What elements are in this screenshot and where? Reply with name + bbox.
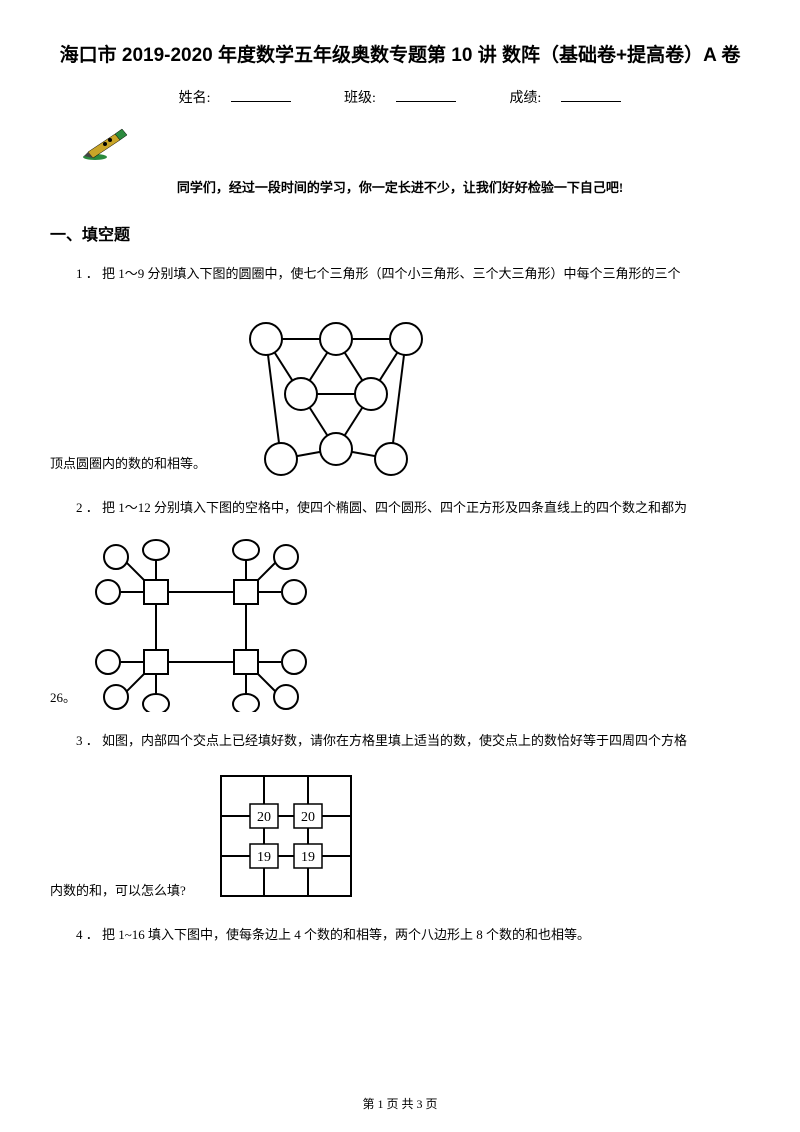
question-4: 4 ． 把 1~16 填入下图中，使每条边上 4 个数的和相等，两个八边形上 8…	[50, 921, 750, 950]
q2-number: 2 ．	[76, 500, 99, 515]
q1-number: 1 ．	[76, 266, 99, 281]
q3-cell-3: 19	[257, 850, 271, 865]
score-label: 成绩:	[509, 91, 541, 106]
name-label: 姓名:	[179, 91, 211, 106]
q3-number: 3 ．	[76, 733, 99, 748]
class-label: 班级:	[344, 91, 376, 106]
score-blank	[561, 88, 621, 102]
name-blank	[231, 88, 291, 102]
q3-diagram: 20 20 19 19	[206, 766, 366, 906]
q4-text: 把 1~16 填入下图中，使每条边上 4 个数的和相等，两个八边形上 8 个数的…	[102, 927, 590, 942]
q2-text-end: 26。	[50, 684, 76, 713]
q1-text-end: 顶点圆圈内的数的和相等。	[50, 450, 206, 479]
q3-diagram-row: 内数的和，可以怎么填? 20 20 19 19	[50, 766, 750, 906]
question-3: 3 ． 如图，内部四个交点上已经填好数，请你在方格里填上适当的数，使交点上的数恰…	[50, 727, 750, 756]
class-blank	[396, 88, 456, 102]
encouragement-text: 同学们，经过一段时间的学习，你一定长进不少，让我们好好检验一下自己吧!	[50, 177, 750, 196]
q2-text-start: 把 1～12 分别填入下图的空格中，使四个椭圆、四个圆形、四个正方形及四条直线上…	[102, 500, 687, 515]
q3-cell-2: 20	[301, 810, 315, 825]
info-line: 姓名: 班级: 成绩:	[50, 87, 750, 107]
q2-diagram-row: 26。	[50, 532, 750, 712]
section-1-title: 一、填空题	[50, 221, 750, 245]
question-1: 1 ． 把 1～9 分别填入下图的圆圈中，使七个三角形（四个小三角形、三个大三角…	[50, 260, 750, 289]
q3-text-end: 内数的和，可以怎么填?	[50, 877, 186, 906]
q2-diagram	[86, 532, 316, 712]
pencil-icon	[80, 122, 140, 162]
page-footer: 第 1 页 共 3 页	[0, 1095, 800, 1112]
q1-diagram-row: 顶点圆圈内的数的和相等。	[50, 299, 750, 479]
q1-diagram	[226, 299, 446, 479]
page-title: 海口市 2019-2020 年度数学五年级奥数专题第 10 讲 数阵（基础卷+提…	[50, 40, 750, 67]
q3-text-start: 如图，内部四个交点上已经填好数，请你在方格里填上适当的数，使交点上的数恰好等于四…	[102, 733, 687, 748]
q4-number: 4 ．	[76, 927, 99, 942]
q1-text-start: 把 1～9 分别填入下图的圆圈中，使七个三角形（四个小三角形、三个大三角形）中每…	[102, 266, 681, 281]
q3-cell-1: 20	[257, 810, 271, 825]
q3-cell-4: 19	[301, 850, 315, 865]
question-2: 2 ． 把 1～12 分别填入下图的空格中，使四个椭圆、四个圆形、四个正方形及四…	[50, 494, 750, 523]
